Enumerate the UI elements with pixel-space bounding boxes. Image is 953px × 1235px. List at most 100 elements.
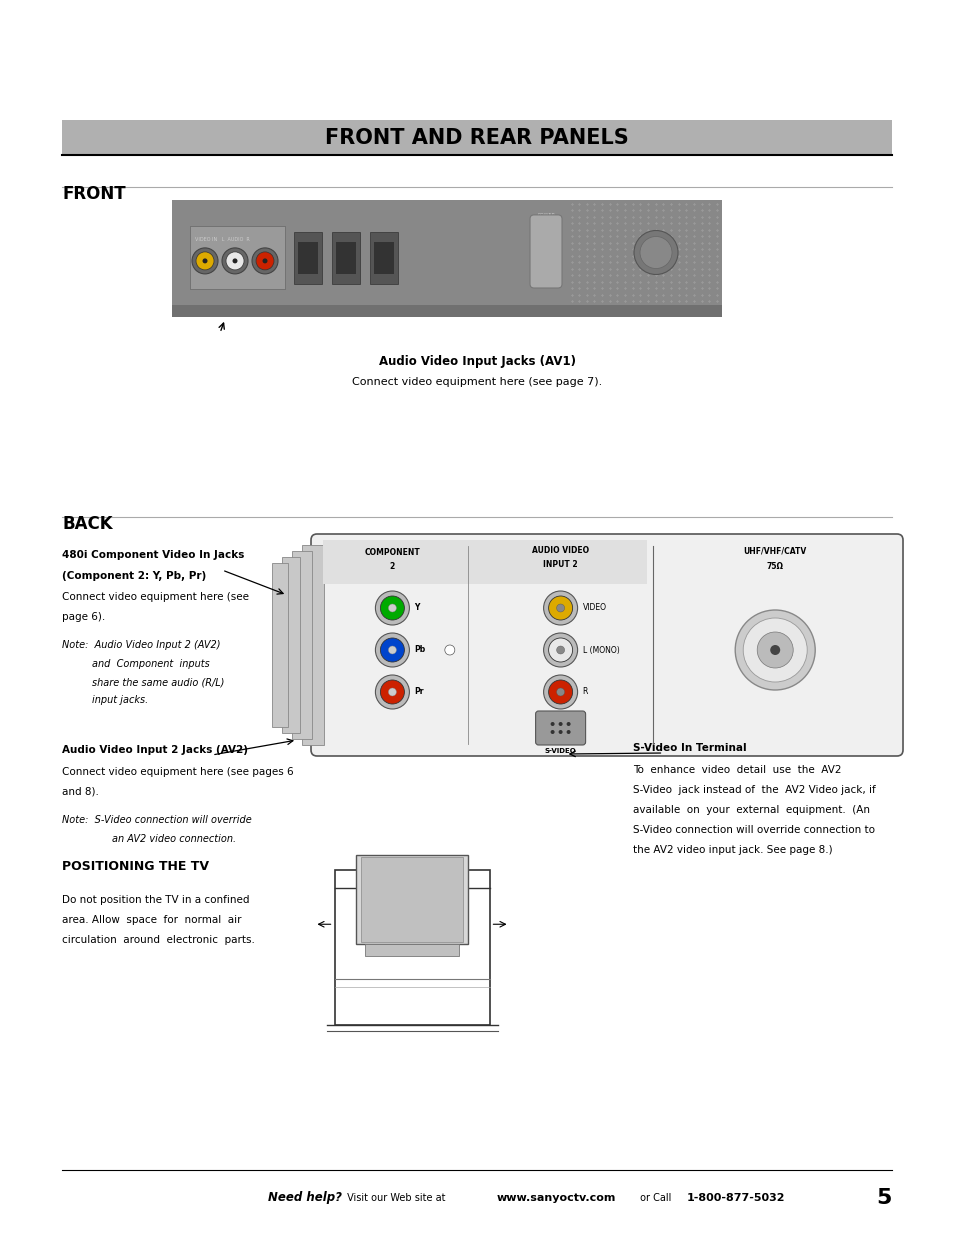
Point	[432, 194, 447, 214]
Point	[467, 226, 482, 246]
Point	[571, 246, 586, 266]
Point	[388, 252, 403, 272]
Point	[211, 259, 226, 279]
Point	[624, 240, 639, 259]
Point	[313, 220, 328, 240]
Point	[547, 233, 562, 253]
Point	[563, 226, 578, 246]
Point	[494, 233, 509, 253]
Point	[171, 240, 186, 259]
Point	[303, 266, 318, 285]
Point	[313, 194, 328, 214]
Circle shape	[375, 676, 409, 709]
Point	[617, 194, 632, 214]
Point	[281, 278, 296, 298]
Point	[353, 226, 368, 246]
Point	[450, 233, 465, 253]
Point	[529, 207, 544, 227]
Point	[303, 252, 318, 272]
Point	[624, 272, 639, 291]
Point	[281, 284, 296, 304]
Text: Do not position the TV in a confined: Do not position the TV in a confined	[62, 895, 250, 905]
Point	[512, 207, 527, 227]
Point	[179, 233, 194, 253]
Point	[356, 214, 372, 233]
Point	[175, 291, 191, 311]
Point	[268, 246, 283, 266]
Point	[383, 266, 398, 285]
Point	[639, 214, 655, 233]
Point	[281, 240, 296, 259]
Point	[709, 226, 724, 246]
Point	[520, 207, 536, 227]
Point	[273, 246, 288, 266]
Point	[353, 214, 368, 233]
Point	[251, 207, 266, 227]
Point	[571, 284, 586, 304]
Point	[601, 284, 617, 304]
Point	[655, 233, 670, 253]
Point	[206, 220, 221, 240]
Circle shape	[226, 252, 244, 270]
Point	[264, 291, 279, 311]
Point	[594, 226, 609, 246]
Text: VIDEO IN   L  AUDIO  R: VIDEO IN L AUDIO R	[194, 237, 250, 242]
Point	[356, 272, 372, 291]
Point	[520, 252, 536, 272]
Point	[450, 284, 465, 304]
Point	[686, 278, 701, 298]
Point	[202, 246, 217, 266]
Point	[233, 207, 248, 227]
Point	[586, 246, 601, 266]
Point	[662, 284, 678, 304]
Point	[316, 266, 332, 285]
Point	[392, 266, 407, 285]
Point	[251, 226, 266, 246]
Point	[277, 226, 293, 246]
Point	[647, 207, 662, 227]
Point	[219, 259, 234, 279]
Point	[534, 272, 549, 291]
Point	[184, 272, 199, 291]
Point	[259, 233, 274, 253]
Point	[215, 214, 231, 233]
Point	[215, 284, 231, 304]
Point	[415, 233, 430, 253]
Point	[353, 233, 368, 253]
Point	[316, 259, 332, 279]
Point	[370, 226, 385, 246]
Point	[294, 220, 310, 240]
Point	[571, 278, 586, 298]
Bar	[361, 857, 462, 942]
Point	[418, 220, 434, 240]
Point	[370, 194, 385, 214]
Point	[440, 240, 456, 259]
Point	[594, 266, 609, 285]
Point	[450, 252, 465, 272]
Point	[609, 291, 624, 311]
Point	[206, 252, 221, 272]
Point	[228, 246, 243, 266]
Point	[454, 200, 469, 220]
Point	[383, 240, 398, 259]
Point	[578, 220, 594, 240]
Point	[520, 233, 536, 253]
Text: COMPONENT: COMPONENT	[364, 548, 420, 557]
Point	[709, 194, 724, 214]
Point	[445, 259, 460, 279]
Point	[428, 259, 443, 279]
Point	[330, 278, 345, 298]
Point	[268, 291, 283, 311]
Point	[308, 220, 323, 240]
Point	[193, 226, 208, 246]
Point	[678, 272, 693, 291]
Point	[463, 207, 478, 227]
Point	[277, 200, 293, 220]
Point	[405, 220, 420, 240]
Point	[290, 240, 305, 259]
Point	[547, 220, 562, 240]
Point	[694, 266, 709, 285]
Point	[547, 214, 562, 233]
Point	[516, 226, 531, 246]
Point	[321, 284, 336, 304]
